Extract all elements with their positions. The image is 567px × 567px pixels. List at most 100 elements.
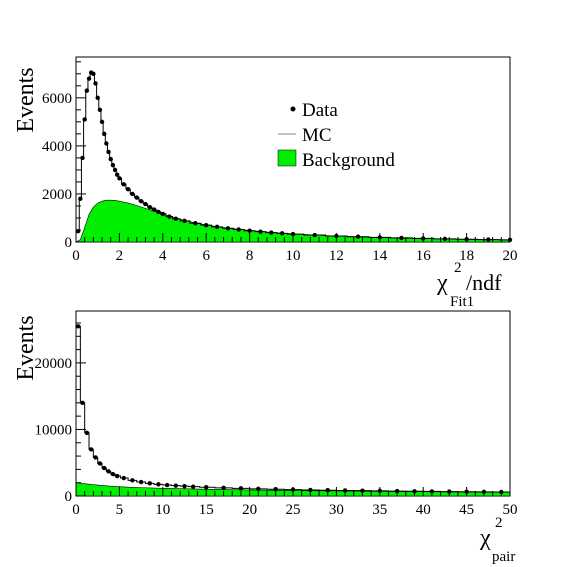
x-tick-label-0-8: 16 (416, 248, 432, 264)
data-point-0-15 (108, 156, 113, 162)
data-point-1-11 (130, 478, 135, 483)
bottom-plot-frame (75, 310, 511, 497)
top-xlabel-sub: Fit1 (450, 294, 474, 310)
x-tick-label-0-0: 0 (72, 248, 80, 264)
data-point-1-1 (80, 400, 85, 406)
x-tick-label-0-3: 6 (202, 248, 210, 264)
legend: Data MC Background (277, 100, 395, 171)
data-point-1-18 (190, 484, 196, 489)
x-tick-label-1-4: 20 (242, 502, 257, 518)
data-point-0-10 (97, 107, 103, 113)
x-tick-label-1-6: 30 (329, 502, 344, 518)
data-point-0-1 (78, 196, 83, 201)
x-tick-label-1-3: 15 (199, 502, 214, 518)
data-point-0-25 (143, 201, 148, 207)
data-point-0-34 (204, 222, 209, 228)
data-point-0-29 (160, 211, 165, 217)
data-point-1-21 (238, 486, 244, 491)
data-point-0-12 (102, 131, 107, 137)
data-point-1-8 (110, 471, 116, 477)
data-point-0-13 (104, 141, 109, 146)
bottom-mc-histogram (75, 325, 510, 496)
legend-background-label: Background (302, 150, 395, 171)
data-point-0-18 (115, 172, 120, 177)
x-tick-label-1-9: 45 (459, 502, 474, 518)
bottom-xlabel-sub: pair (492, 549, 515, 565)
data-point-0-26 (147, 204, 152, 210)
data-point-0-21 (125, 186, 131, 192)
data-point-0-37 (236, 227, 241, 232)
data-point-1-5 (97, 461, 103, 466)
data-point-0-8 (93, 81, 98, 86)
data-point-1-20 (221, 485, 226, 491)
x-tick-label-0-7: 14 (372, 248, 388, 264)
data-point-0-5 (86, 76, 92, 81)
data-point-0-7 (91, 71, 96, 77)
x-tick-label-1-2: 10 (155, 502, 170, 518)
legend-data-label: Data (302, 100, 338, 121)
x-tick-label-0-2: 4 (159, 248, 167, 264)
data-point-1-13 (147, 481, 152, 486)
x-tick-label-0-4: 8 (246, 248, 254, 264)
data-point-0-38 (247, 228, 252, 233)
data-point-0-41 (279, 231, 285, 236)
data-point-1-25 (308, 487, 313, 493)
bottom-data-points (75, 324, 504, 495)
x-tick-label-1-0: 0 (72, 502, 80, 518)
data-point-1-4 (93, 455, 98, 460)
data-point-0-14 (106, 149, 111, 155)
bottom-x-axis: 0 5 10 15 20 25 30 35 40 45 50 (72, 487, 518, 518)
data-point-1-14 (156, 482, 161, 487)
data-point-0-51 (486, 237, 491, 242)
legend-mc-label: MC (302, 125, 332, 146)
data-point-0-2 (80, 155, 85, 161)
data-point-1-3 (88, 447, 94, 452)
data-point-0-31 (173, 216, 179, 221)
top-y-axis: 0 2000 4000 6000 (42, 61, 86, 251)
y-tick-label-0-1: 2000 (42, 187, 72, 203)
legend-background-swatch (277, 149, 297, 167)
y-tick-label-0-0: 0 (65, 235, 73, 251)
top-ylabel: Events (13, 67, 39, 132)
x-tick-label-1-10: 50 (503, 502, 518, 518)
data-point-0-17 (112, 167, 118, 173)
y-tick-label-0-2: 4000 (42, 139, 72, 155)
data-point-0-4 (84, 88, 90, 93)
top-xlabel-sup: 2 (454, 260, 462, 276)
data-point-0-49 (442, 236, 448, 242)
data-point-0-35 (214, 224, 220, 230)
bottom-xlabel-chi: χ (479, 525, 491, 551)
data-point-0-20 (121, 182, 126, 187)
x-tick-label-1-5: 25 (286, 502, 301, 518)
data-point-1-15 (164, 482, 170, 488)
data-point-0-39 (258, 229, 263, 234)
y-tick-label-0-3: 6000 (42, 91, 72, 107)
data-point-0-40 (269, 230, 274, 235)
x-tick-label-0-9: 18 (459, 248, 474, 264)
data-point-1-0 (75, 324, 81, 329)
data-point-1-2 (84, 430, 90, 435)
data-point-0-33 (193, 221, 198, 226)
data-point-0-28 (156, 209, 161, 215)
data-point-0-23 (134, 195, 139, 200)
top-x-axis: 0 2 4 6 8 10 12 14 16 18 20 (72, 233, 518, 264)
data-point-1-7 (106, 469, 111, 474)
data-point-0-47 (399, 235, 404, 241)
data-point-0-3 (82, 117, 87, 122)
y-tick-label-1-2: 20000 (35, 356, 73, 372)
data-point-0-27 (151, 207, 157, 212)
data-point-1-28 (360, 488, 365, 493)
x-tick-label-1-7: 35 (372, 502, 387, 518)
data-point-0-11 (99, 119, 105, 125)
x-tick-label-0-10: 20 (503, 248, 518, 264)
data-point-1-17 (182, 483, 187, 489)
data-point-0-32 (182, 218, 187, 224)
legend-data-marker (290, 106, 296, 112)
data-point-0-30 (167, 214, 172, 219)
x-tick-label-1-8: 40 (416, 502, 431, 518)
top-xlabel-chi: χ (436, 270, 448, 296)
y-tick-label-1-1: 10000 (35, 422, 73, 438)
data-point-0-9 (95, 95, 100, 101)
